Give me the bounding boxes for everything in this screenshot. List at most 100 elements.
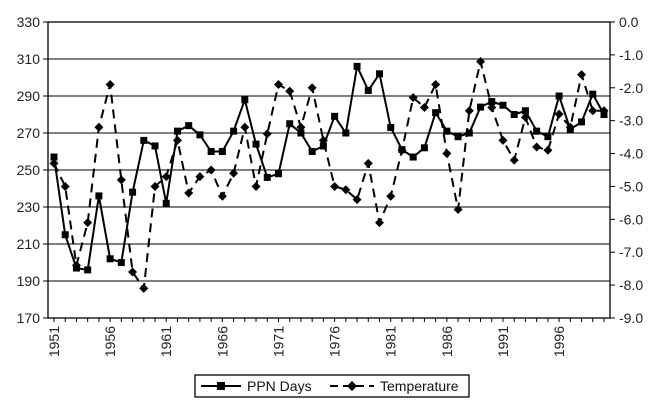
data-point-temperature [599,106,609,116]
data-point-ppn-days [342,129,350,137]
data-point-temperature [464,106,474,116]
data-point-temperature [520,112,530,122]
data-point-temperature [397,145,407,155]
x-tick-label: 1996 [551,326,567,357]
data-point-ppn-days [117,259,125,266]
legend-marker-ppn-days [217,382,225,390]
data-point-ppn-days [230,127,238,135]
legend-label-ppn-days: PPN Days [247,378,312,394]
data-point-temperature [262,129,272,139]
data-point-temperature [49,158,59,168]
data-point-temperature [476,56,486,66]
left-y-tick-label: 330 [17,14,41,30]
data-point-temperature [172,135,182,145]
data-point-ppn-days [140,136,148,144]
legend-marker-temperature [347,381,357,391]
left-y-tick-label: 230 [17,199,41,215]
data-point-temperature [60,181,70,191]
data-point-temperature [217,191,227,201]
data-point-temperature [543,145,553,155]
right-y-tick-label: -5.0 [619,178,643,194]
data-point-temperature [229,168,239,178]
x-tick-label: 1966 [214,326,230,357]
data-point-ppn-days [218,148,226,155]
data-point-temperature [588,106,598,116]
data-point-ppn-days [50,153,58,161]
left-y-tick-label: 270 [17,125,41,141]
data-point-temperature [139,283,149,293]
legend-label-temperature: Temperature [380,378,459,394]
right-y-tick-label: -9.0 [619,310,643,326]
data-point-ppn-days [533,127,541,135]
data-point-temperature [509,155,519,165]
left-y-tick-label: 290 [17,88,41,104]
data-point-ppn-days [376,70,384,78]
data-point-temperature [453,204,463,214]
data-point-ppn-days [420,144,428,152]
data-point-temperature [363,158,373,168]
legend-item-temperature: Temperature [330,378,459,394]
data-point-temperature [206,165,216,175]
x-tick-label: 1971 [270,326,286,357]
data-point-temperature [442,149,452,159]
data-point-ppn-days [589,90,597,98]
x-axis: 1951 1956 1961 1966 1971 1976 1981 1986 1991 1996 [46,318,605,357]
data-point-ppn-days [544,133,552,141]
data-point-ppn-days [95,192,103,200]
data-point-temperature [273,79,283,89]
data-point-ppn-days [308,148,316,155]
data-point-temperature [105,79,115,89]
data-point-ppn-days [409,153,417,161]
right-y-tick-label: -3.0 [619,113,643,129]
data-point-temperature [128,267,138,277]
legend-item-ppn-days: PPN Days [201,378,312,394]
data-point-ppn-days [173,127,181,135]
data-point-temperature [330,181,340,191]
data-point-ppn-days [286,120,294,128]
right-y-tick-label: -7.0 [619,244,643,260]
data-point-ppn-days [241,96,249,104]
data-point-temperature [251,181,261,191]
data-point-temperature [71,260,81,270]
x-tick-label: 1961 [158,326,174,357]
data-point-temperature [240,122,250,132]
series-line-temperature [53,60,604,290]
data-point-ppn-days [521,107,529,115]
data-point-ppn-days [162,199,170,207]
data-point-ppn-days [443,127,451,135]
data-point-ppn-days [432,109,440,117]
x-tick-label: 1951 [46,326,62,357]
data-point-temperature [386,191,396,201]
data-point-ppn-days [274,170,282,178]
data-point-temperature [408,93,418,103]
data-point-temperature [375,218,385,228]
data-point-ppn-days [129,188,137,196]
legend: PPN Days Temperature [194,374,470,398]
data-point-temperature [565,122,575,132]
x-tick-label: 1981 [383,326,399,357]
data-point-ppn-days [331,112,339,120]
data-point-ppn-days [465,129,473,137]
data-point-temperature [431,79,441,89]
data-point-temperature [554,109,564,119]
data-point-ppn-days [364,86,372,94]
left-y-tick-label: 190 [17,273,41,289]
data-point-ppn-days [510,111,518,118]
data-point-ppn-days [488,98,496,106]
data-point-temperature [532,142,542,152]
x-tick-label: 1976 [327,326,343,357]
x-tick-label: 1986 [439,326,455,357]
data-point-temperature [83,218,93,228]
data-point-ppn-days [185,122,193,130]
data-point-ppn-days [196,131,204,139]
data-point-ppn-days [84,266,92,274]
data-point-ppn-days [297,129,305,137]
data-point-ppn-days [263,173,271,181]
x-tick-label: 1991 [495,326,511,357]
data-point-temperature [318,135,328,145]
left-y-tick-label: 210 [17,236,41,252]
data-point-temperature [419,103,429,113]
x-tick-label: 1956 [102,326,118,357]
left-y-tick-label: 250 [17,162,41,178]
